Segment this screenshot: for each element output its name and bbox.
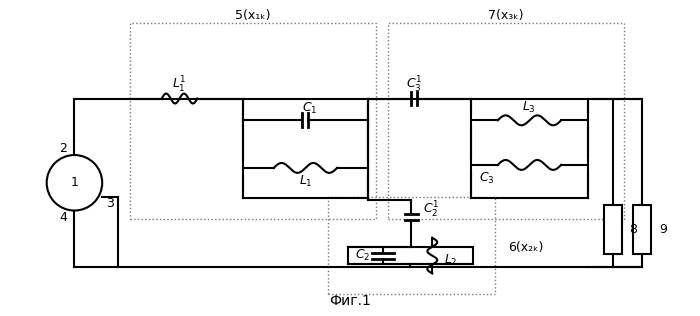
Text: $C_2$: $C_2$ <box>356 248 371 263</box>
Text: 9: 9 <box>659 223 667 236</box>
Text: $C_3$: $C_3$ <box>479 171 494 186</box>
Text: $C_2^1$: $C_2^1$ <box>424 199 440 220</box>
Text: 6(x₂ₖ): 6(x₂ₖ) <box>509 241 544 254</box>
Text: $C_1$: $C_1$ <box>302 101 317 116</box>
Text: 3: 3 <box>106 197 114 210</box>
Text: 1: 1 <box>71 176 78 189</box>
Bar <box>634 204 651 254</box>
Text: $L_1^1$: $L_1^1$ <box>172 75 187 95</box>
Text: $C_3^1$: $C_3^1$ <box>406 75 423 95</box>
Text: 7(x₃ₖ): 7(x₃ₖ) <box>488 9 524 22</box>
Text: $L_1$: $L_1$ <box>298 174 312 189</box>
Text: 5(x₁ₖ): 5(x₁ₖ) <box>235 9 271 22</box>
Bar <box>328 197 495 294</box>
Bar <box>603 204 622 254</box>
Bar <box>388 23 624 219</box>
Text: $L_3$: $L_3$ <box>522 100 536 115</box>
Bar <box>130 23 376 219</box>
Text: 2: 2 <box>60 142 67 155</box>
Text: Фиг.1: Фиг.1 <box>329 294 371 308</box>
Text: $L_2$: $L_2$ <box>444 253 458 268</box>
Text: 8: 8 <box>629 223 638 236</box>
Text: 4: 4 <box>60 211 67 224</box>
